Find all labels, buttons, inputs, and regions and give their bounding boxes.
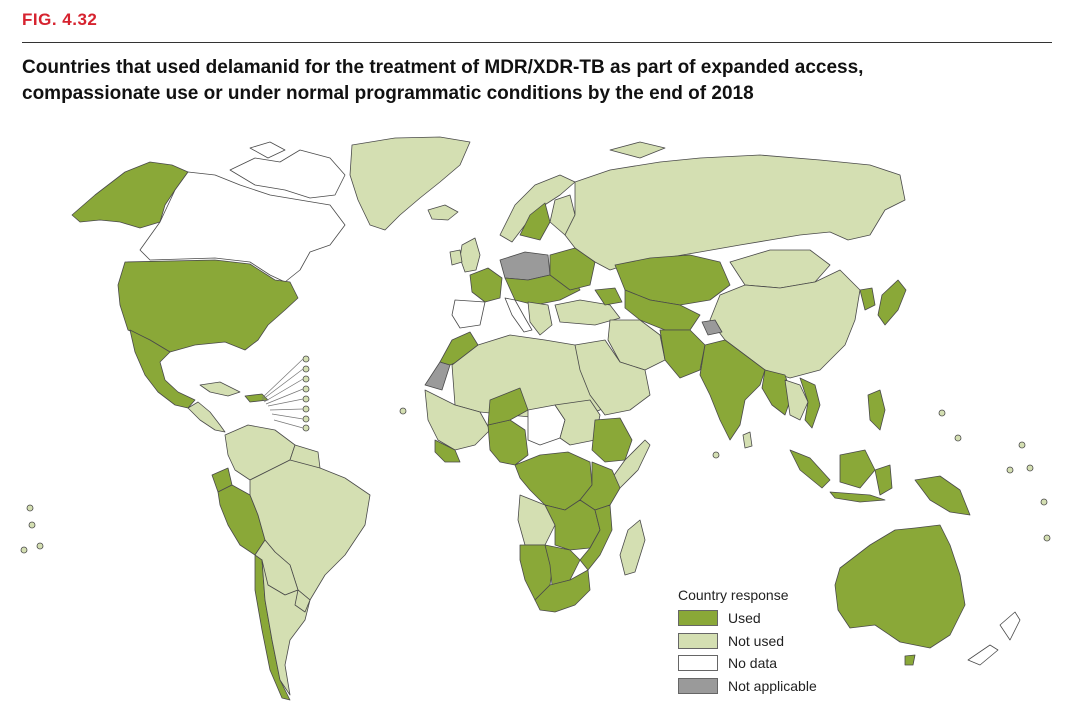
country-tasmania <box>904 654 916 666</box>
island-marker <box>302 424 310 432</box>
legend-label-no-data: No data <box>728 655 778 672</box>
country-iceland <box>427 204 459 221</box>
legend-label-not-used: Not used <box>728 632 785 649</box>
country-new-zealand-south <box>967 644 999 666</box>
country-vietnam <box>799 377 821 429</box>
country-alaska <box>71 161 189 229</box>
island-marker <box>938 409 946 417</box>
country-pakistan <box>659 329 706 379</box>
country-iberia <box>451 299 486 329</box>
country-ireland <box>449 249 463 266</box>
island-marker <box>1043 534 1051 542</box>
legend-item-not-used: Not used <box>678 630 868 653</box>
island-marker <box>302 415 310 423</box>
country-central-europe-na <box>499 251 551 281</box>
country-indonesia-sumatra <box>789 449 831 489</box>
country-philippines <box>867 389 886 431</box>
country-brazil <box>249 459 371 601</box>
country-central-america <box>187 401 226 433</box>
legend-swatch-not-used <box>678 632 718 649</box>
island-marker <box>1026 464 1034 472</box>
figure-title: Countries that used delamanid for the tr… <box>22 55 1052 107</box>
country-greenland <box>349 136 471 231</box>
island-marker <box>20 546 28 554</box>
country-arabia <box>574 339 651 416</box>
island-marker <box>302 395 310 403</box>
country-ethiopia <box>591 417 633 463</box>
country-western-sahara <box>424 361 451 391</box>
figure-label: FIG. 4.32 <box>22 10 98 29</box>
country-canada <box>139 171 346 283</box>
legend-item-not-applicable: Not applicable <box>678 675 868 698</box>
country-java <box>829 491 886 503</box>
country-canada-islands <box>229 149 346 199</box>
country-india <box>699 339 766 441</box>
country-nigeria <box>487 419 529 466</box>
island-marker <box>302 355 310 363</box>
legend-swatch-used <box>678 610 718 627</box>
country-caucasus <box>594 287 623 306</box>
country-korea <box>859 287 876 311</box>
country-niger <box>487 387 529 426</box>
island-marker <box>36 542 44 550</box>
country-russia-islands <box>609 141 666 159</box>
island-marker <box>28 521 36 529</box>
legend-title: Country response <box>678 587 789 603</box>
country-iran <box>607 319 666 371</box>
island-marker <box>302 405 310 413</box>
country-russia <box>564 154 906 271</box>
country-france <box>469 267 503 303</box>
island-marker <box>302 365 310 373</box>
country-uruguay <box>294 589 311 613</box>
island-marker <box>302 375 310 383</box>
legend-swatch-no-data <box>678 655 718 672</box>
country-sri-lanka <box>742 431 753 449</box>
legend-item-used: Used <box>678 607 868 630</box>
header-rule <box>22 42 1052 43</box>
country-png <box>914 475 971 516</box>
caribbean-leader-lines <box>261 358 304 429</box>
map-legend: Country response Used Not used No data N… <box>678 587 868 697</box>
country-south-africa <box>534 569 591 613</box>
country-australia <box>834 524 966 649</box>
country-finland <box>549 194 576 236</box>
country-sudan-2 <box>554 399 601 446</box>
island-marker <box>712 451 720 459</box>
legend-item-no-data: No data <box>678 652 868 675</box>
country-new-zealand <box>999 611 1021 641</box>
country-sulawesi <box>874 464 893 496</box>
country-kashmir-na <box>701 319 723 336</box>
country-madagascar <box>619 519 646 576</box>
country-uk <box>459 237 481 273</box>
title-line-2: compassionate use or under normal progra… <box>22 83 754 104</box>
country-borneo <box>839 449 876 489</box>
country-italy <box>504 297 533 333</box>
island-marker <box>26 504 34 512</box>
country-japan <box>877 279 907 326</box>
legend-swatch-not-applicable <box>678 677 718 694</box>
island-marker <box>302 385 310 393</box>
legend-label-not-applicable: Not applicable <box>728 677 817 694</box>
country-mexico <box>129 329 196 409</box>
title-line-1: Countries that used delamanid for the tr… <box>22 57 864 78</box>
island-marker <box>1006 466 1014 474</box>
country-balkans <box>527 301 553 336</box>
island-marker <box>1018 441 1026 449</box>
island-marker <box>399 407 407 415</box>
legend-label-used: Used <box>728 610 761 627</box>
country-usa <box>117 259 299 353</box>
country-thailand <box>784 379 809 421</box>
country-west-africa <box>424 389 491 451</box>
country-myanmar <box>761 369 793 416</box>
island-marker <box>954 434 962 442</box>
country-sweden <box>519 202 551 241</box>
country-canada-island-2 <box>249 141 286 159</box>
country-west-africa-used <box>434 439 461 463</box>
country-cuba <box>199 381 241 397</box>
country-turkey <box>554 299 621 326</box>
island-marker <box>1040 498 1048 506</box>
